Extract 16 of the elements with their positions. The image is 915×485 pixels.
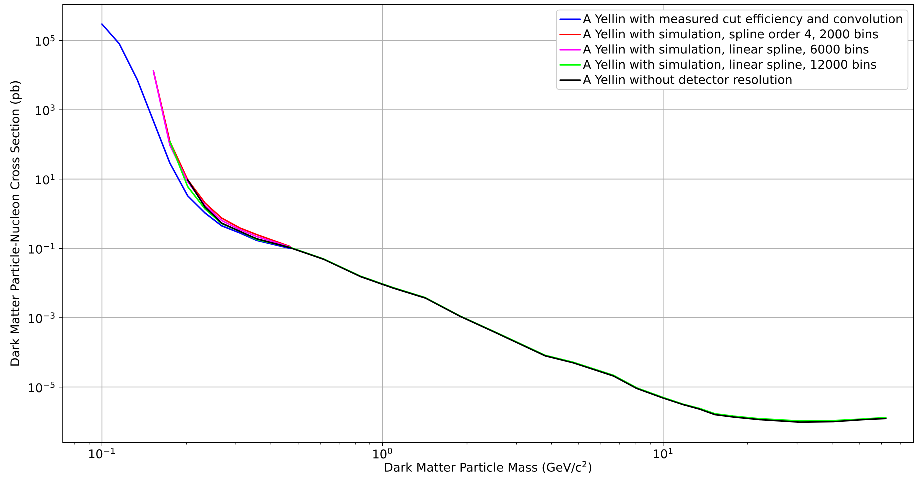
y-axis-title: Dark Matter Particle-Nucleon Cross Section (pb) xyxy=(10,81,22,366)
legend-label: A Yellin with simulation, linear spline, 6000 bins xyxy=(583,44,869,56)
x-tick-label: 10$^{−1}$ xyxy=(89,448,116,459)
x-tick-label: 10$^{0}$ xyxy=(374,448,392,459)
x-tick-label: 10$^{1}$ xyxy=(654,448,673,459)
y-tick-label: 10$^{−3}$ xyxy=(29,312,55,324)
y-tick-label: 10$^{−1}$ xyxy=(29,243,55,254)
legend-label: A Yellin with simulation, spline order 4, 2000 bins xyxy=(583,29,878,42)
x-axis-title: Dark Matter Particle Mass (GeV/c$^{2}$) xyxy=(385,461,592,474)
y-tick-label: 10$^{1}$ xyxy=(36,174,55,185)
legend-label: A Yellin with measured cut efficiency and convolution xyxy=(583,14,902,26)
y-tick-label: 10$^{3}$ xyxy=(36,104,55,116)
y-tick-label: 10$^{5}$ xyxy=(36,35,55,46)
legend-label: A Yellin with simulation, linear spline, 12000 bins xyxy=(583,60,876,72)
legend-label: A Yellin without detector resolution xyxy=(583,75,792,84)
y-tick-label: 10$^{−5}$ xyxy=(29,382,55,393)
